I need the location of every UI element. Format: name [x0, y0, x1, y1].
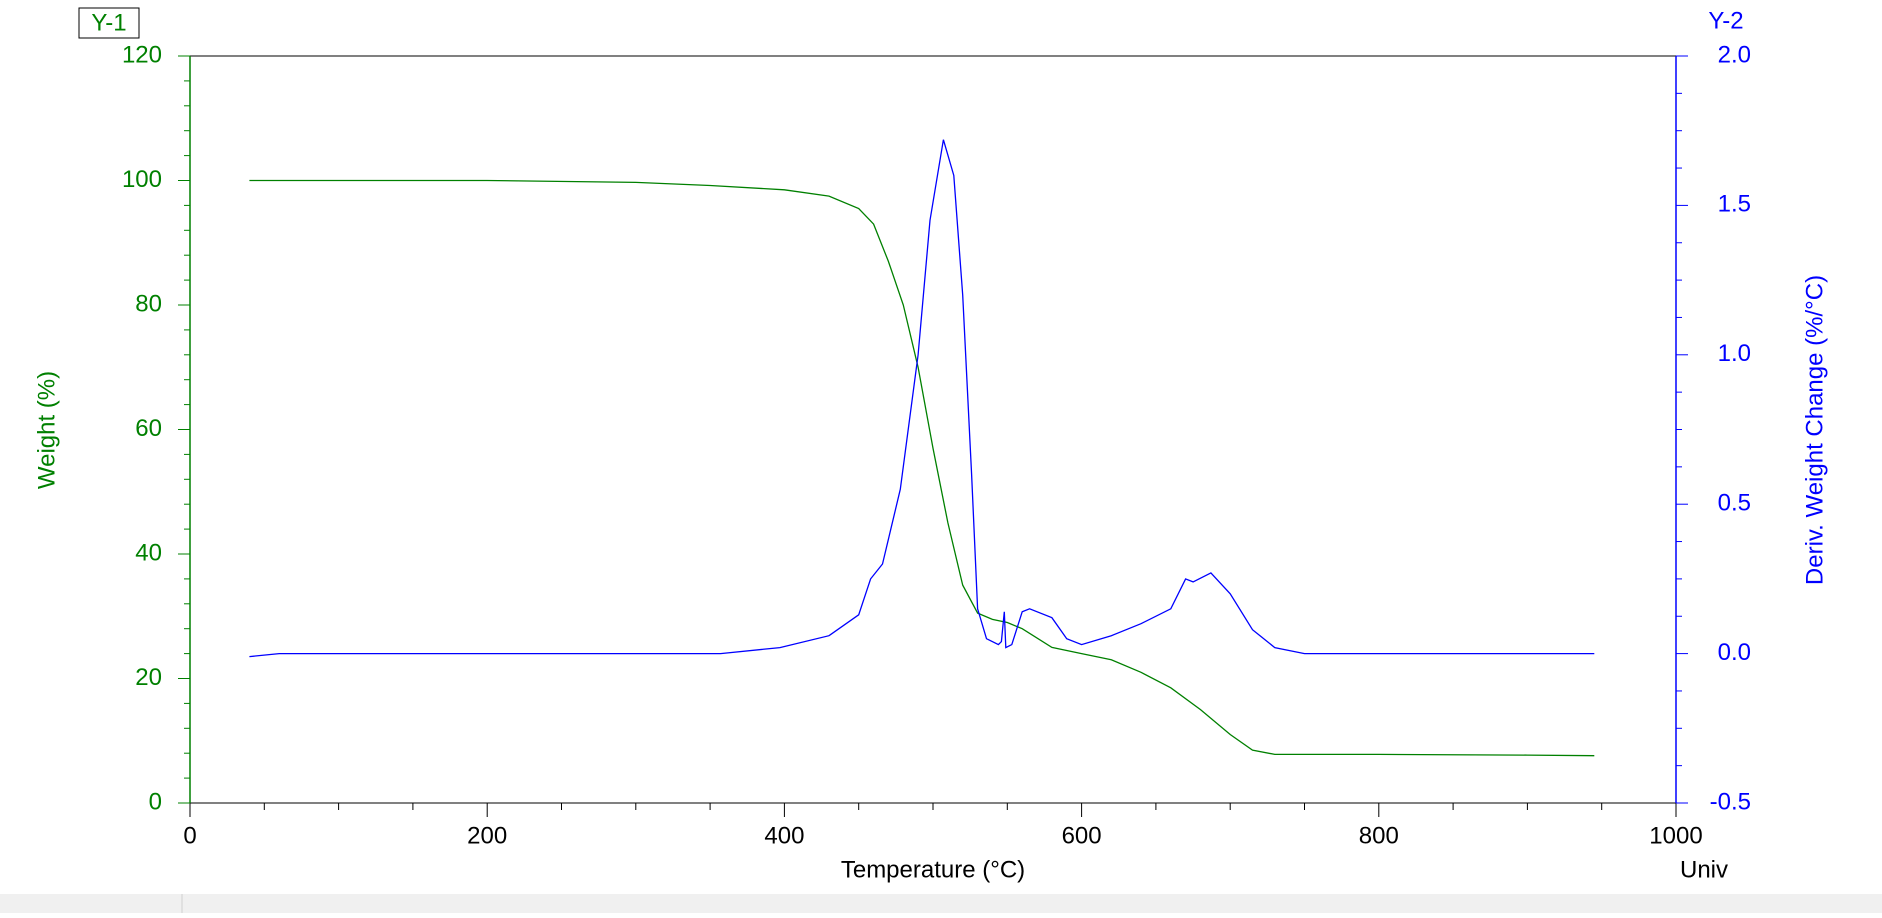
- y2-corner-label: Y-2: [1708, 7, 1743, 34]
- y-tick-label: 80: [135, 290, 162, 317]
- y1-label: Y-1: [91, 9, 126, 36]
- x-tick-label: 0: [183, 822, 196, 849]
- status-bar: [0, 894, 1882, 913]
- y2-tick-label: 1.0: [1718, 340, 1751, 367]
- x-tick-label: 600: [1062, 822, 1102, 849]
- y2-tick-label: 0.5: [1718, 490, 1751, 517]
- y-tick-label: 40: [135, 539, 162, 566]
- x-tick-label: 200: [467, 822, 507, 849]
- y2-tick-label: -0.5: [1710, 788, 1751, 815]
- y1-box: [78, 7, 140, 39]
- y-tick-label: 0: [149, 788, 162, 815]
- x-tick-label: 800: [1359, 822, 1399, 849]
- x-tick-label: 400: [764, 822, 804, 849]
- series-line: [249, 139, 1595, 658]
- plot-frame: [189, 55, 1677, 804]
- y2-tick-label: 2.0: [1718, 41, 1751, 68]
- y2-axis-label: Deriv. Weight Change (%/°C): [1801, 275, 1828, 585]
- x-tick-label: 1000: [1649, 822, 1702, 849]
- x-axis-label: Temperature (°C): [841, 856, 1025, 883]
- y-tick-label: 20: [135, 664, 162, 691]
- y-tick-label: 60: [135, 415, 162, 442]
- y2-tick-label: 1.5: [1718, 191, 1751, 218]
- y-tick-label: 120: [122, 41, 162, 68]
- footer-text: Univ: [1680, 856, 1728, 883]
- y-axis-label: Weight (%): [33, 371, 60, 489]
- y2-tick-label: 0.0: [1718, 639, 1751, 666]
- series-line: [249, 179, 1595, 757]
- y-tick-label: 100: [122, 166, 162, 193]
